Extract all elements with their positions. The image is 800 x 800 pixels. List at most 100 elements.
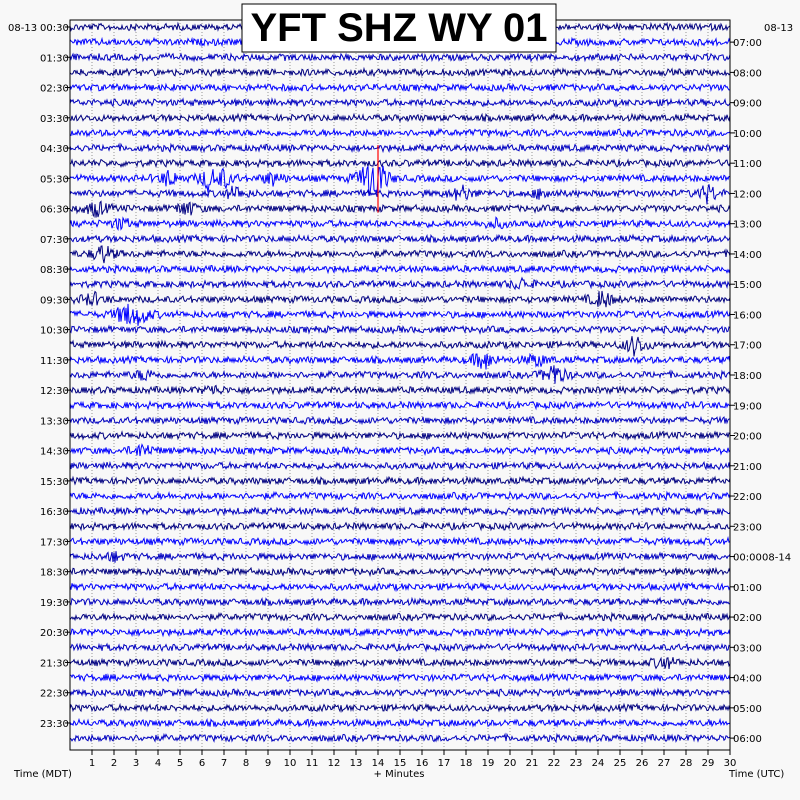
trace-row-33 bbox=[69, 521, 731, 532]
trace-row-43 bbox=[70, 672, 731, 683]
right-hour-label-18:00: 18:00 bbox=[733, 371, 762, 382]
trace-row-9 bbox=[69, 158, 731, 169]
trace-row-35 bbox=[69, 551, 731, 563]
trace-row-42 bbox=[69, 656, 731, 670]
trace-row-40 bbox=[69, 627, 731, 638]
trace-row-16 bbox=[69, 263, 731, 275]
right-axis-label: Time (UTC) bbox=[728, 769, 784, 780]
x-tick-label-24: 24 bbox=[592, 758, 605, 769]
x-tick-label-27: 27 bbox=[658, 758, 671, 769]
left-hour-label-20:30: 20:30 bbox=[40, 628, 69, 639]
x-tick-label-19: 19 bbox=[482, 758, 495, 769]
right-hour-label-09:00: 09:00 bbox=[733, 99, 762, 110]
trace-row-20 bbox=[69, 324, 731, 335]
x-tick-label-22: 22 bbox=[548, 758, 561, 769]
trace-row-47 bbox=[69, 732, 731, 744]
right-hour-label-04:00: 04:00 bbox=[733, 674, 762, 685]
trace-row-25 bbox=[69, 400, 731, 411]
trace-row-41 bbox=[69, 642, 731, 653]
left-date-label: 08-13 bbox=[8, 23, 37, 34]
right-hour-label-11:00: 11:00 bbox=[733, 159, 762, 170]
right-date-change-label: 08-14 bbox=[762, 553, 791, 564]
x-tick-label-28: 28 bbox=[680, 758, 693, 769]
x-tick-label-7: 7 bbox=[221, 758, 227, 769]
title-box bbox=[241, 3, 557, 53]
trace-row-5 bbox=[69, 97, 731, 108]
right-hour-label-21:00: 21:00 bbox=[733, 462, 762, 473]
x-tick-label-12: 12 bbox=[328, 758, 341, 769]
trace-row-22 bbox=[69, 352, 731, 370]
trace-row-27 bbox=[69, 430, 731, 441]
right-hour-label-19:00: 19:00 bbox=[733, 401, 762, 412]
right-hour-label-00:00: 00:00 bbox=[733, 553, 762, 564]
left-hour-label-05:30: 05:30 bbox=[40, 174, 69, 185]
trace-row-14 bbox=[69, 233, 731, 244]
left-hour-label-09:30: 09:30 bbox=[40, 295, 69, 306]
x-tick-label-2: 2 bbox=[111, 758, 117, 769]
right-hour-label-02:00: 02:00 bbox=[733, 613, 762, 624]
right-hour-label-10:00: 10:00 bbox=[733, 129, 762, 140]
trace-row-29 bbox=[69, 460, 731, 471]
trace-row-8 bbox=[69, 142, 731, 154]
left-hour-label-03:30: 03:30 bbox=[40, 114, 69, 125]
left-hour-label-01:30: 01:30 bbox=[40, 53, 69, 64]
left-hour-label-13:30: 13:30 bbox=[40, 416, 69, 427]
left-hour-label-07:30: 07:30 bbox=[40, 235, 69, 246]
trace-row-46 bbox=[69, 717, 731, 728]
right-hour-label-13:00: 13:00 bbox=[733, 220, 762, 231]
left-hour-label-08:30: 08:30 bbox=[40, 265, 69, 276]
x-tick-label-6: 6 bbox=[199, 758, 205, 769]
trace-row-2 bbox=[69, 51, 731, 63]
x-tick-label-3: 3 bbox=[133, 758, 139, 769]
trace-row-12 bbox=[69, 200, 731, 218]
trace-row-24 bbox=[69, 384, 731, 396]
trace-layer bbox=[69, 21, 731, 744]
trace-row-30 bbox=[69, 475, 731, 486]
x-tick-label-13: 13 bbox=[350, 758, 363, 769]
trace-row-36 bbox=[69, 566, 731, 577]
trace-row-28 bbox=[69, 443, 731, 457]
right-hour-label-17:00: 17:00 bbox=[733, 341, 762, 352]
right-hour-label-08:00: 08:00 bbox=[733, 68, 762, 79]
right-hour-label-03:00: 03:00 bbox=[733, 643, 762, 654]
trace-row-39 bbox=[69, 611, 731, 623]
trace-row-4 bbox=[69, 82, 731, 93]
trace-row-15 bbox=[69, 245, 731, 264]
x-tick-label-5: 5 bbox=[177, 758, 183, 769]
x-tick-label-9: 9 bbox=[265, 758, 271, 769]
x-tick-label-18: 18 bbox=[460, 758, 473, 769]
x-tick-label-8: 8 bbox=[243, 758, 249, 769]
left-hour-label-18:30: 18:30 bbox=[40, 568, 69, 579]
trace-row-7 bbox=[69, 127, 731, 138]
left-hour-label-00:30: 00:30 bbox=[40, 23, 69, 34]
trace-row-31 bbox=[69, 490, 731, 502]
trace-row-26 bbox=[69, 415, 730, 426]
right-hour-label-06:00: 06:00 bbox=[733, 734, 762, 745]
x-tick-label-11: 11 bbox=[306, 758, 319, 769]
left-hour-label-02:30: 02:30 bbox=[40, 84, 69, 95]
x-tick-label-20: 20 bbox=[504, 758, 517, 769]
x-tick-label-15: 15 bbox=[394, 758, 407, 769]
left-hour-label-23:30: 23:30 bbox=[40, 719, 69, 730]
trace-row-38 bbox=[69, 596, 731, 607]
left-hour-label-19:30: 19:30 bbox=[40, 598, 69, 609]
trace-row-45 bbox=[69, 702, 731, 713]
right-hour-label-15:00: 15:00 bbox=[733, 280, 762, 291]
x-tick-label-30: 30 bbox=[724, 758, 737, 769]
trace-row-10 bbox=[69, 165, 731, 197]
x-tick-label-23: 23 bbox=[570, 758, 583, 769]
left-hour-label-12:30: 12:30 bbox=[40, 386, 69, 397]
right-hour-label-14:00: 14:00 bbox=[733, 250, 762, 261]
trace-row-23 bbox=[69, 365, 731, 384]
left-hour-label-10:30: 10:30 bbox=[40, 326, 69, 337]
trace-row-34 bbox=[69, 536, 731, 547]
trace-row-18 bbox=[69, 290, 731, 308]
left-hour-label-04:30: 04:30 bbox=[40, 144, 69, 155]
trace-row-6 bbox=[69, 112, 731, 123]
x-tick-label-16: 16 bbox=[416, 758, 429, 769]
trace-row-21 bbox=[69, 336, 731, 357]
right-hour-label-01:00: 01:00 bbox=[733, 583, 762, 594]
x-tick-label-21: 21 bbox=[526, 758, 539, 769]
trace-row-32 bbox=[69, 506, 731, 517]
